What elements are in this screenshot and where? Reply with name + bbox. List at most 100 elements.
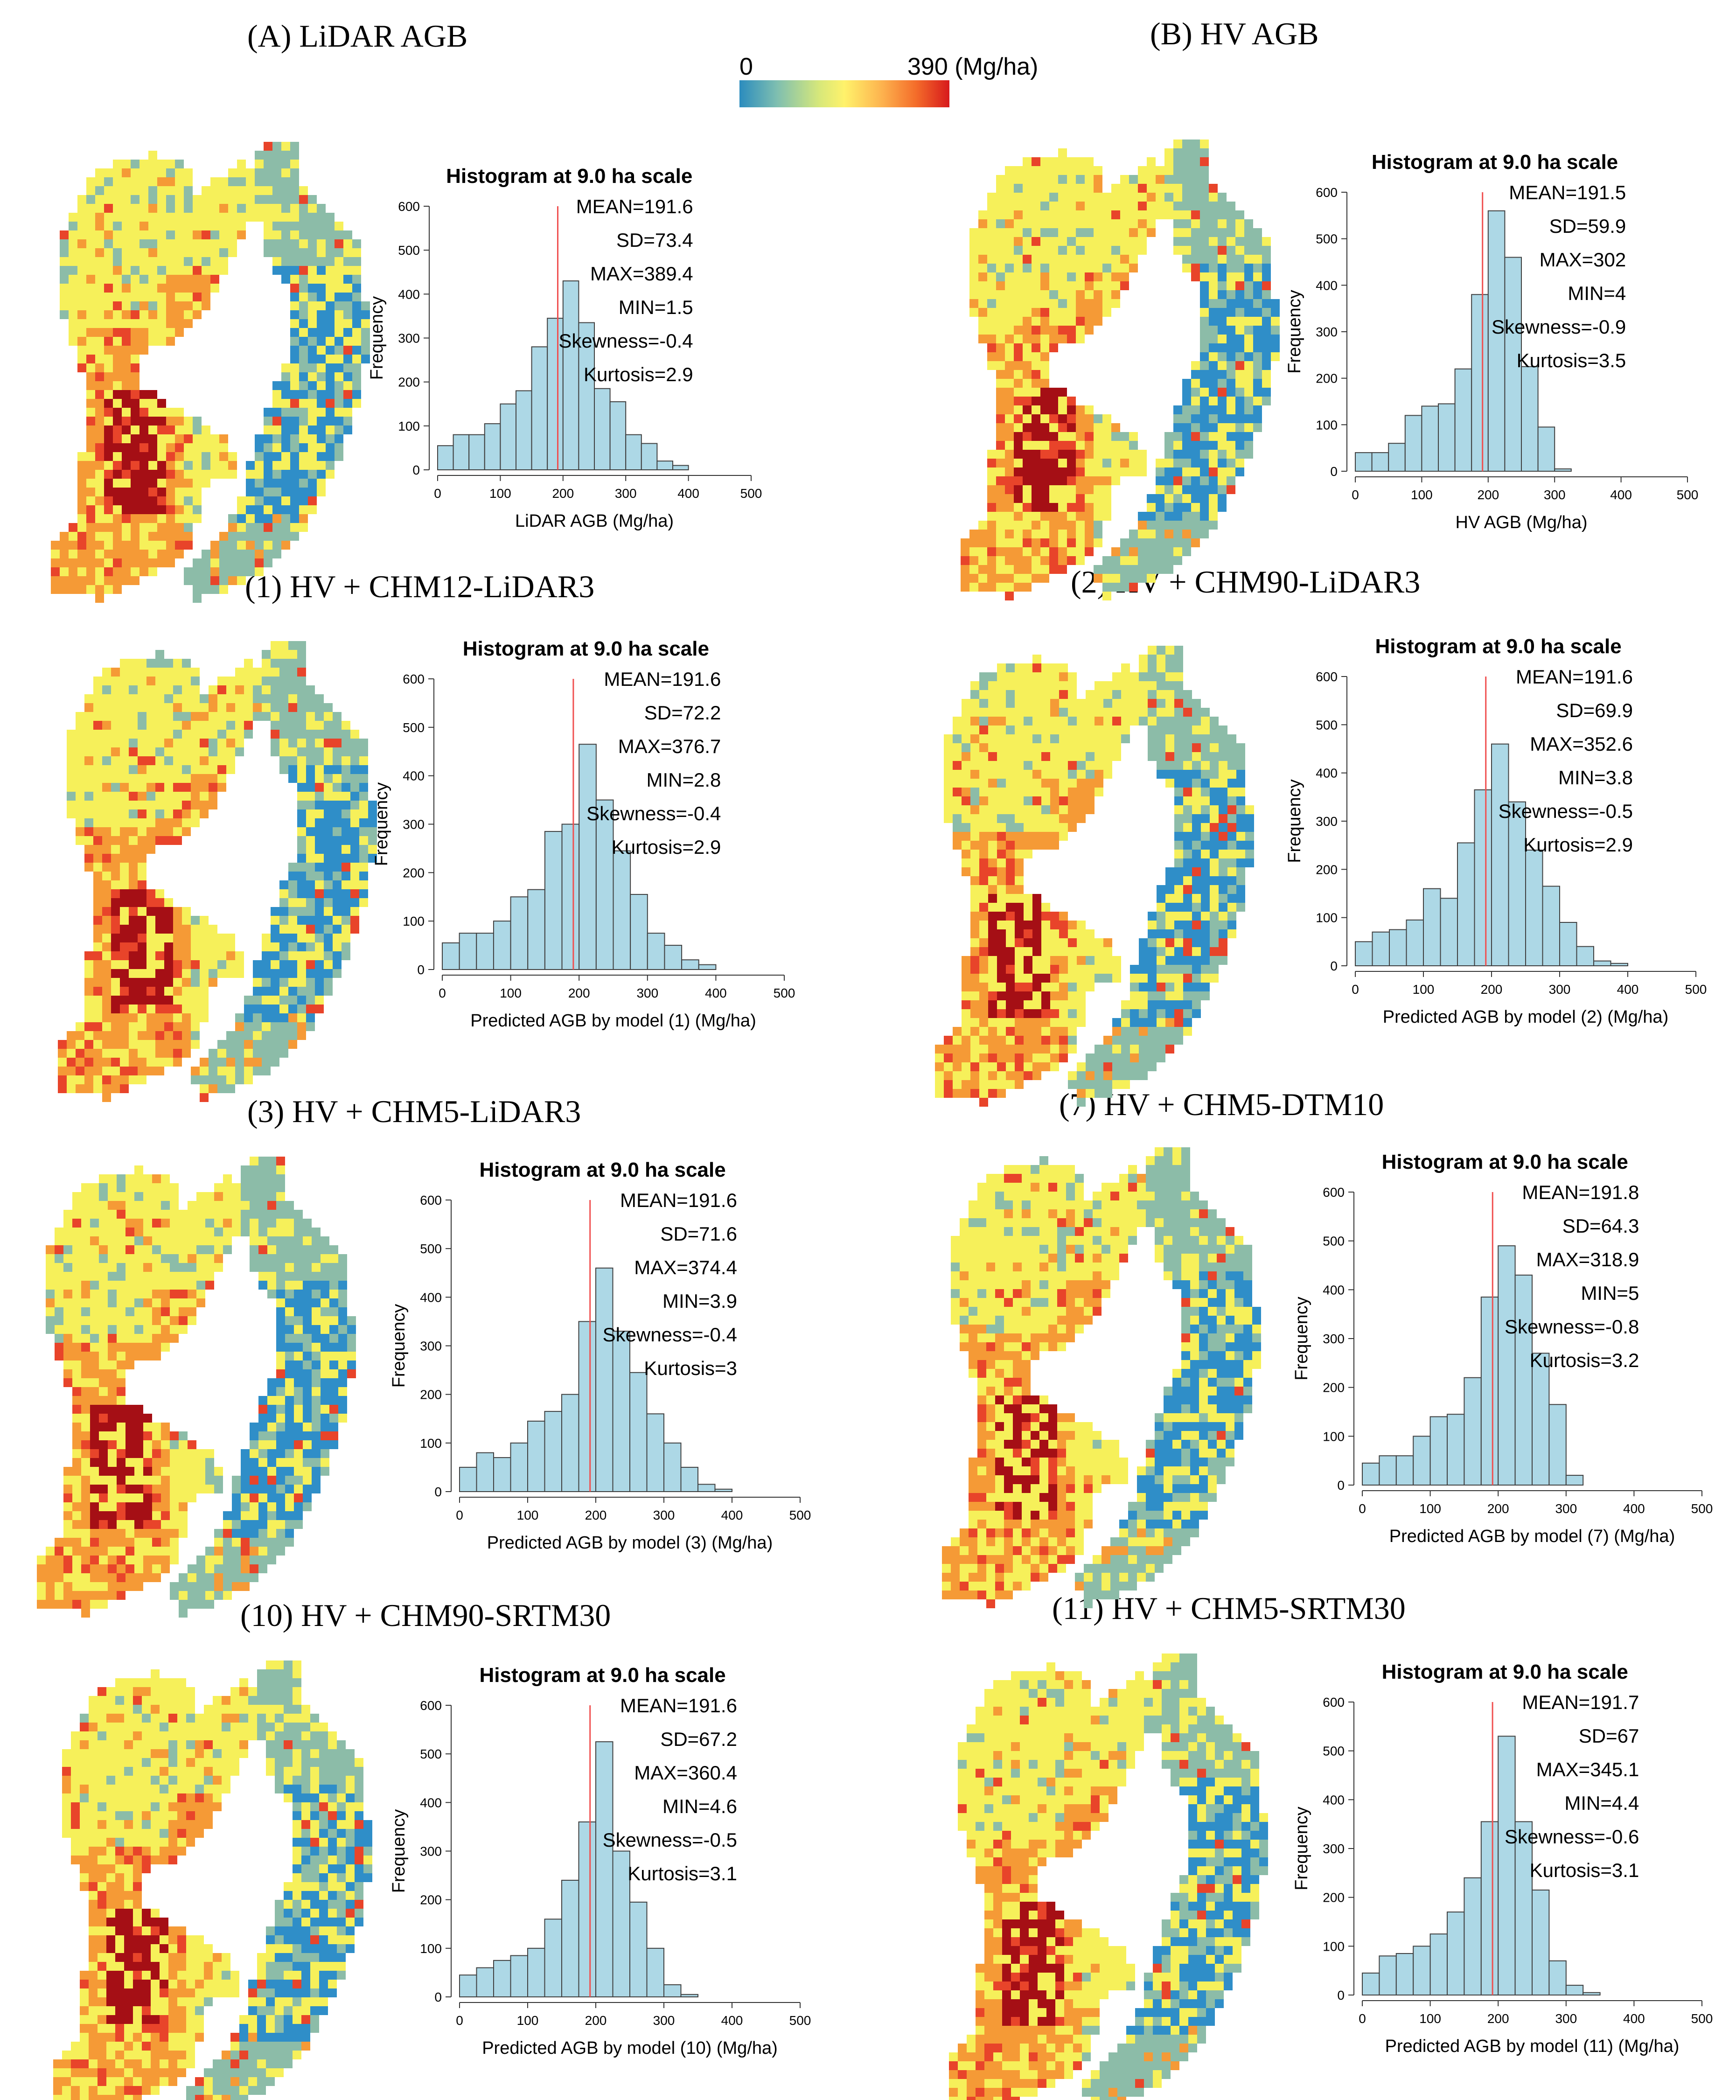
map-cell (104, 390, 113, 399)
map-cell (120, 756, 129, 765)
map-cell (290, 248, 299, 257)
map-cell (188, 1281, 196, 1290)
map-cell (1210, 929, 1219, 938)
map-cell (1219, 726, 1227, 734)
map-cell (987, 503, 996, 512)
map-cell (1182, 485, 1191, 494)
map-cell (306, 818, 315, 827)
map-cell (191, 783, 200, 792)
map-cell (1024, 708, 1032, 717)
map-cell (1182, 521, 1191, 530)
map-cell (953, 788, 962, 796)
map-cell (1015, 912, 1024, 921)
map-cell (1218, 423, 1227, 432)
map-cell (120, 863, 129, 872)
map-cell (202, 479, 210, 488)
map-cell (235, 1067, 244, 1075)
map-cell (1219, 770, 1227, 779)
map-cell (294, 1210, 303, 1219)
map-cell (996, 503, 1005, 512)
map-cell (155, 1040, 164, 1049)
map-cell (343, 417, 352, 426)
map-cell (250, 1165, 258, 1174)
map-cell (184, 514, 193, 523)
map-cell (188, 1245, 196, 1254)
map-cell (164, 916, 173, 925)
map-cell (1129, 219, 1138, 228)
map-cell (191, 801, 200, 809)
map-cell (264, 177, 272, 186)
map-cell (129, 677, 138, 685)
map-cell (308, 301, 317, 310)
map-cell (315, 969, 324, 978)
map-cell (988, 672, 997, 681)
map-cell (193, 558, 202, 567)
map-cell (1165, 991, 1174, 1000)
map-cell (297, 774, 306, 783)
map-cell (1032, 556, 1040, 565)
map-cell (237, 222, 246, 230)
map-cell (1058, 184, 1067, 193)
map-cell (333, 730, 342, 739)
map-cell (1219, 779, 1227, 788)
map-cell (226, 703, 235, 712)
map-cell (276, 1228, 285, 1236)
map-cell (279, 668, 288, 677)
map-cell (1201, 921, 1210, 929)
map-cell (1173, 547, 1182, 556)
map-cell (122, 514, 131, 523)
map-cell (226, 934, 235, 942)
map-cell (988, 726, 997, 734)
map-cell (272, 479, 281, 488)
map-cell (120, 996, 129, 1005)
map-cell (138, 1031, 146, 1040)
map-cell (131, 239, 139, 248)
map-cell (84, 747, 93, 756)
map-cell (1023, 299, 1032, 308)
map-cell (1077, 734, 1086, 743)
map-cell (1023, 202, 1032, 210)
map-cell (86, 541, 95, 550)
map-cell (253, 1031, 262, 1040)
map-cell (1157, 1045, 1165, 1053)
map-cell (173, 1058, 182, 1067)
map-cell (1068, 1000, 1077, 1009)
map-cell (333, 809, 342, 818)
map-cell (1005, 485, 1014, 494)
map-cell (146, 1058, 155, 1067)
map-cell (1058, 202, 1067, 210)
map-cell (272, 390, 281, 399)
map-cell (1174, 699, 1183, 708)
map-cell (290, 230, 299, 239)
map-cell (1183, 965, 1192, 974)
map-cell (285, 1272, 294, 1281)
map-cell (1014, 485, 1023, 494)
map-cell (1014, 317, 1023, 326)
map-cell (244, 1075, 253, 1084)
map-cell (1032, 512, 1040, 521)
map-cell (1005, 308, 1014, 317)
map-cell (250, 1254, 258, 1263)
map-cell (1120, 193, 1129, 202)
map-cell (343, 328, 352, 337)
map-cell (944, 1080, 953, 1089)
map-cell (1024, 796, 1032, 805)
map-cell (1050, 805, 1059, 814)
map-cell (1067, 547, 1076, 556)
map-cell (108, 1263, 117, 1272)
map-cell (324, 978, 333, 987)
map-cell (113, 310, 122, 319)
map-cell (1049, 175, 1058, 184)
map-cell (170, 1263, 179, 1272)
map-cell (1102, 414, 1111, 423)
map-cell (1174, 796, 1183, 805)
map-cell (279, 969, 288, 978)
map-cell (1006, 912, 1015, 921)
map-cell (1218, 494, 1227, 503)
map-cell (1183, 726, 1192, 734)
map-cell (1058, 317, 1067, 326)
map-cell (361, 301, 370, 310)
map-cell (1174, 1009, 1183, 1018)
map-cell (175, 514, 184, 523)
map-cell (306, 712, 315, 721)
